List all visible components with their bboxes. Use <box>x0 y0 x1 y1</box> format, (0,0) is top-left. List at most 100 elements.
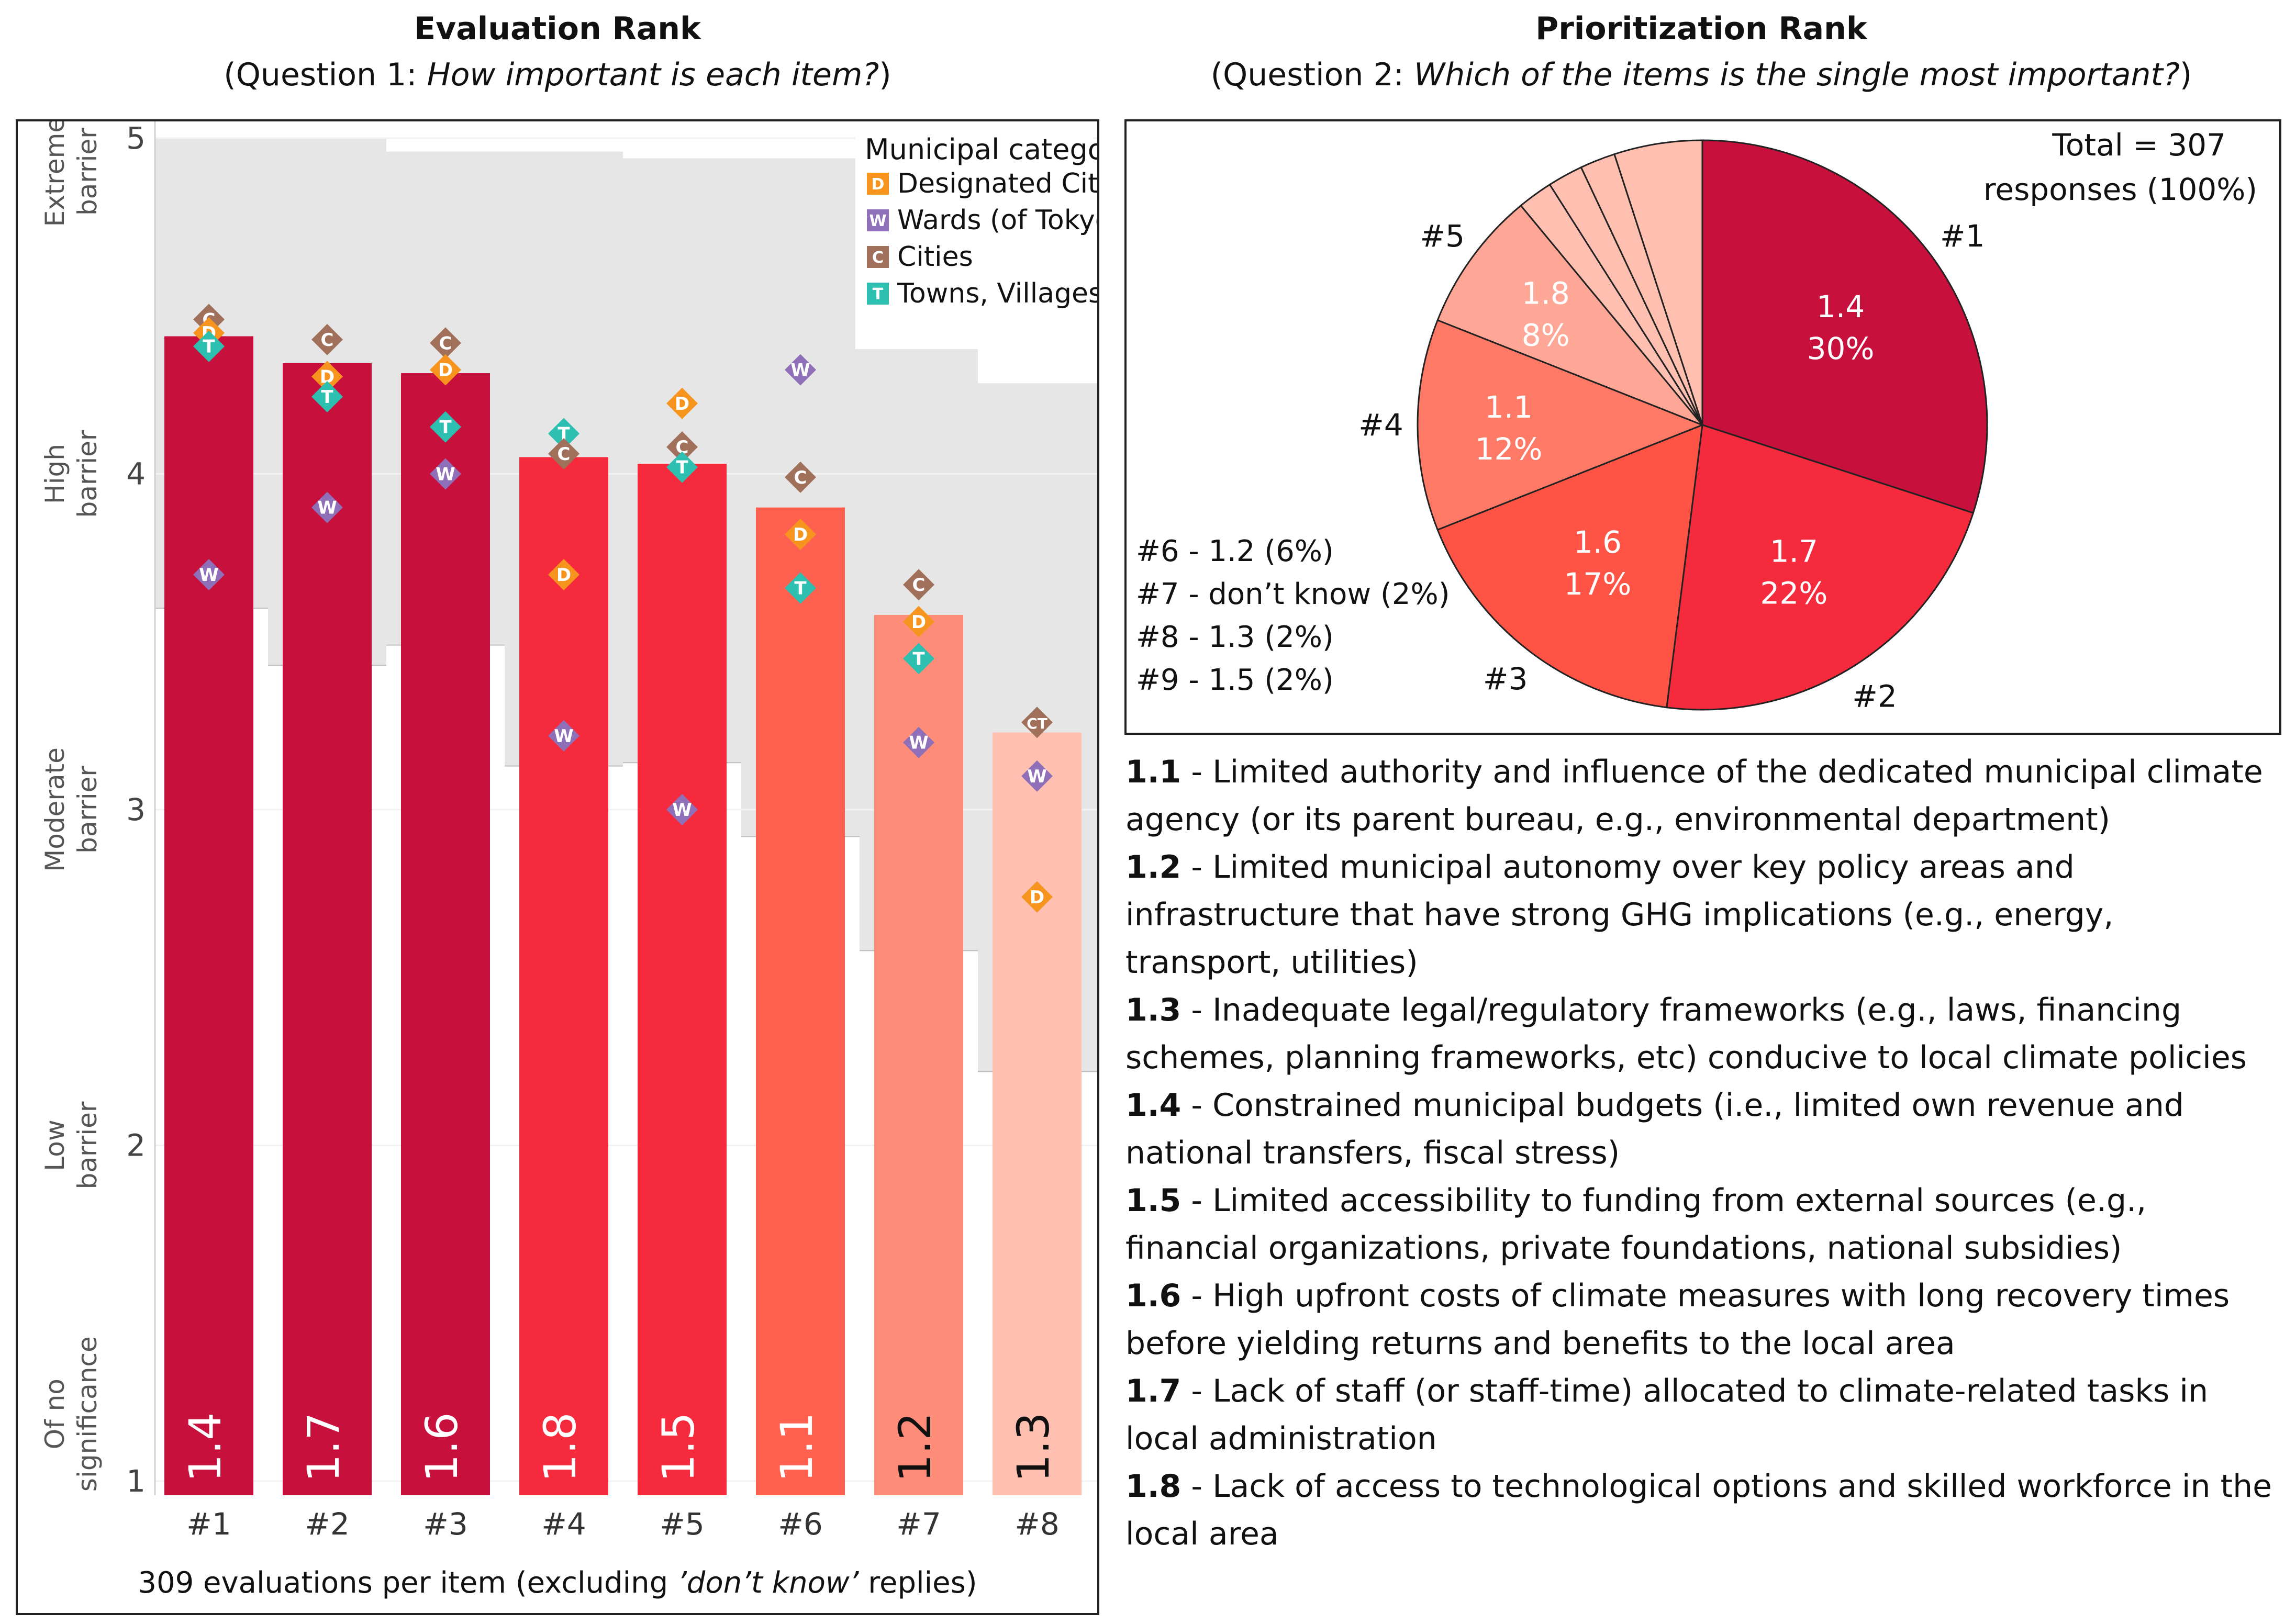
marker-C: C <box>903 569 934 601</box>
x-tick-label: #4 <box>541 1506 586 1542</box>
marker-T: T <box>903 643 934 675</box>
marker-diamond <box>193 558 225 590</box>
bar-#6 <box>756 507 845 1495</box>
evaluation-rank-subtitle: (Question 1: How important is each item?… <box>21 57 1094 93</box>
marker-letter: C <box>321 330 334 351</box>
marker-diamond <box>903 726 934 758</box>
bar-item-label: 1.7 <box>298 1412 349 1482</box>
marker-letter: W <box>199 565 219 586</box>
marker-T: T <box>430 411 461 443</box>
marker-diamond <box>548 418 579 450</box>
x-tick-label: #5 <box>660 1506 705 1542</box>
item-code: 1.3 <box>1125 992 1182 1028</box>
y-category-line2: barrier <box>72 766 103 854</box>
item-definition: 1.3 - Inadequate legal/regulatory framew… <box>1125 987 2277 1082</box>
legend-label: Designated Cities <box>897 168 1097 199</box>
pie-slice-item: 1.4 <box>1816 289 1865 324</box>
legend: Municipal category D Designated Cities W War… <box>855 124 1137 349</box>
marker-D: D <box>1021 881 1053 913</box>
footnote-prefix: 309 evaluations per item (excluding <box>138 1566 677 1600</box>
bar-item-label: 1.4 <box>180 1412 231 1482</box>
pie-slice-percent: 22% <box>1760 576 1827 611</box>
marker-letter: T <box>794 578 807 599</box>
y-category-label: Extreme barrier <box>40 117 103 227</box>
item-code: 1.7 <box>1125 1373 1182 1409</box>
y-category-label: Moderate barrier <box>40 747 103 872</box>
subtitle-question: Which of the items is the single most im… <box>1413 57 2180 93</box>
pie-slice <box>1417 319 1705 531</box>
bar-#5 <box>638 464 727 1495</box>
marker-diamond <box>666 431 698 463</box>
marker-diamond <box>430 458 461 490</box>
item-code: 1.5 <box>1125 1182 1182 1219</box>
item-definition: 1.7 - Lack of staff (or staff-time) allo… <box>1125 1368 2277 1463</box>
legend-title: Municipal category <box>865 133 1097 166</box>
y-category-line2: barrier <box>72 430 103 518</box>
marker-letter: W <box>554 726 574 747</box>
item-text: - Limited authority and influence of the… <box>1125 754 2263 838</box>
pie-slice-percent: 17% <box>1564 566 1631 602</box>
marker-diamond <box>311 491 343 523</box>
pie-total-line1: Total = 307 <box>2052 127 2226 163</box>
marker-D: D <box>548 558 579 590</box>
legend-swatch-letter: T <box>873 285 884 304</box>
y-tick-label: 3 <box>126 792 146 827</box>
legend-swatch <box>867 246 889 268</box>
marker-diamond <box>430 327 461 359</box>
bar-item-label: 1.5 <box>653 1412 704 1482</box>
marker-letter: D <box>675 394 689 415</box>
item-text: - Lack of access to technological option… <box>1125 1468 2272 1552</box>
legend-swatch <box>867 283 889 305</box>
item-definition: 1.8 - Lack of access to technological op… <box>1125 1463 2277 1558</box>
marker-T: T <box>548 418 579 450</box>
bar-item-label: 1.1 <box>771 1412 822 1482</box>
marker-letter: D <box>911 612 926 633</box>
evaluation-chart-panel: 1 2 3 4 5 Of no significance Low barrier Moderate… <box>16 117 1137 1615</box>
marker-C: C <box>548 438 579 470</box>
marker-letter: W <box>909 733 929 754</box>
pie-slice-item: 1.8 <box>1522 276 1570 311</box>
marker-W: W <box>430 458 461 490</box>
marker-diamond <box>548 438 579 470</box>
marker-diamond <box>666 387 698 419</box>
marker-letter: T <box>439 417 452 438</box>
marker-diamond <box>785 354 816 386</box>
marker-T: T <box>311 380 343 412</box>
legend-swatch <box>867 209 889 231</box>
marker-diamond <box>785 518 816 550</box>
item-text: - Lack of staff (or staff-time) allocate… <box>1125 1373 2209 1457</box>
x-tick-label: #7 <box>896 1506 941 1542</box>
small-slice-label: #6 - 1.2 (6%) <box>1136 534 1334 568</box>
bar-item-label: 1.2 <box>889 1412 941 1482</box>
x-tick-label: #2 <box>305 1506 350 1542</box>
x-tick-label: #8 <box>1015 1506 1060 1542</box>
marker-diamond <box>666 794 698 825</box>
y-category-line2: barrier <box>72 128 103 216</box>
item-text: - Limited accessibility to funding from … <box>1125 1182 2147 1267</box>
marker-letter: T <box>321 387 333 408</box>
marker-W: W <box>903 726 934 758</box>
footnote-suffix: replies) <box>859 1566 977 1600</box>
x-tick-label: #3 <box>423 1506 468 1542</box>
item-code: 1.2 <box>1125 849 1182 886</box>
y-category-label: High barrier <box>40 430 103 518</box>
bar-#4 <box>519 457 608 1495</box>
y-category-line1: Of no <box>40 1379 70 1449</box>
bar-#8 <box>993 732 1082 1495</box>
y-category-line1: High <box>40 444 70 504</box>
pie-slice-item: 1.1 <box>1485 389 1533 425</box>
legend-item: T Towns, Villages <box>867 278 1102 309</box>
evaluations-footnote: 309 evaluations per item (excluding ’don… <box>18 1566 1097 1600</box>
marker-letter: D <box>793 524 808 545</box>
item-definitions: 1.1 - Limited authority and influence of… <box>1125 748 2277 1558</box>
pie-slice <box>1701 139 1988 514</box>
pie-slice-item: 1.6 <box>1574 524 1622 560</box>
y-category-line1: Low <box>40 1119 70 1171</box>
prioritization-rank-subtitle: (Question 2: Which of the items is the s… <box>1125 57 2277 93</box>
prioritization-pie-chart: 1.4 30% #1 1.7 22% #2 1.6 17% #3 1.1 12% #4 1.8 8% #5 T… <box>1136 127 2257 714</box>
pie-slice <box>1436 423 1703 709</box>
prioritization-rank-title: Prioritization Rank <box>1535 10 1867 47</box>
marker-diamond <box>903 606 934 637</box>
item-code: 1.8 <box>1125 1468 1182 1505</box>
